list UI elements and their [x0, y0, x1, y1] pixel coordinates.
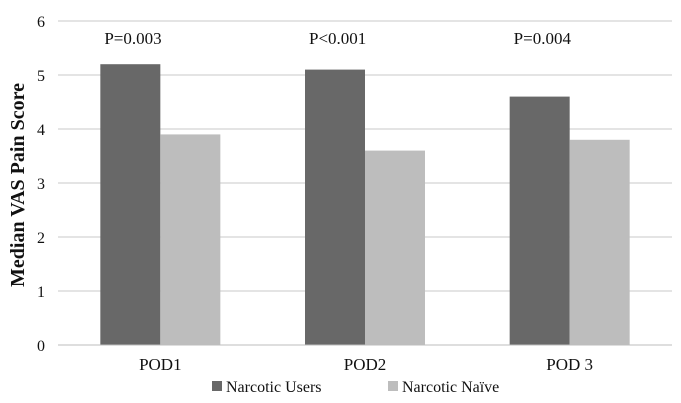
- p-value-annotation: P=0.004: [514, 29, 572, 48]
- y-axis-ticks: 0 1 2 3 4 5 6: [37, 14, 45, 355]
- bar-narcotic-users-3: [509, 96, 570, 345]
- bar-narcotic-naive-2: [365, 150, 425, 345]
- y-tick-label: 5: [37, 68, 45, 85]
- bars: [100, 64, 630, 345]
- x-category-label: POD 3: [546, 355, 593, 374]
- y-tick-label: 2: [37, 230, 45, 247]
- bar-narcotic-naive-3: [569, 139, 630, 345]
- y-tick-label: 1: [37, 284, 45, 301]
- bar-narcotic-users-1: [100, 64, 161, 345]
- legend-label: Narcotic Naïve: [402, 379, 499, 396]
- x-axis-categories: POD1 POD2 POD 3: [139, 355, 593, 374]
- y-tick-label: 6: [37, 14, 45, 31]
- y-axis-label: Median VAS Pain Score: [7, 83, 29, 287]
- x-category-label: POD1: [139, 355, 182, 374]
- x-category-label: POD2: [344, 355, 387, 374]
- legend-swatch: [388, 381, 398, 391]
- y-tick-label: 3: [37, 176, 45, 193]
- bar-narcotic-users-2: [305, 69, 365, 345]
- bar-narcotic-naive-1: [160, 134, 221, 345]
- p-value-annotation: P<0.001: [309, 29, 366, 48]
- legend-label: Narcotic Users: [226, 379, 322, 396]
- p-value-annotation: P=0.003: [104, 29, 161, 48]
- annotations: P=0.003 P<0.001 P=0.004: [104, 29, 571, 48]
- y-tick-label: 4: [37, 122, 45, 139]
- legend: Narcotic Users Narcotic Naïve: [212, 379, 499, 396]
- legend-swatch: [212, 381, 222, 391]
- y-tick-label: 0: [37, 338, 45, 355]
